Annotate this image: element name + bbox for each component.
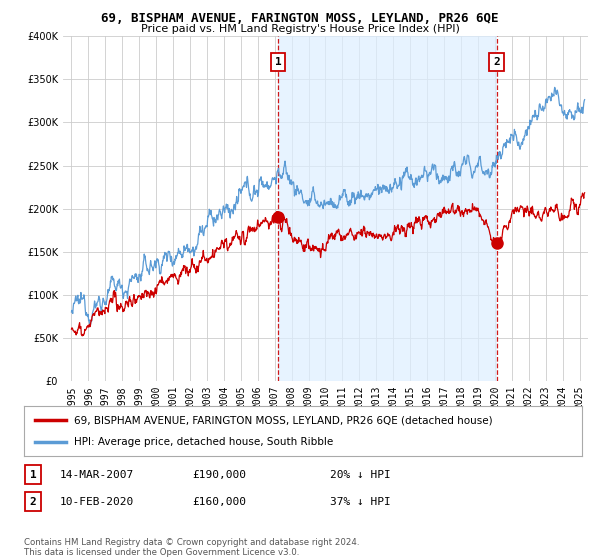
Text: 69, BISPHAM AVENUE, FARINGTON MOSS, LEYLAND, PR26 6QE: 69, BISPHAM AVENUE, FARINGTON MOSS, LEYL… bbox=[101, 12, 499, 25]
Text: HPI: Average price, detached house, South Ribble: HPI: Average price, detached house, Sout… bbox=[74, 437, 334, 447]
Text: £190,000: £190,000 bbox=[192, 470, 246, 480]
Text: 69, BISPHAM AVENUE, FARINGTON MOSS, LEYLAND, PR26 6QE (detached house): 69, BISPHAM AVENUE, FARINGTON MOSS, LEYL… bbox=[74, 415, 493, 425]
Bar bbox=[278, 36, 497, 381]
Text: 2: 2 bbox=[493, 57, 500, 67]
Text: 1: 1 bbox=[29, 470, 37, 480]
Text: 2: 2 bbox=[29, 497, 37, 507]
Text: Price paid vs. HM Land Registry's House Price Index (HPI): Price paid vs. HM Land Registry's House … bbox=[140, 24, 460, 34]
Text: £160,000: £160,000 bbox=[192, 497, 246, 507]
Text: Contains HM Land Registry data © Crown copyright and database right 2024.
This d: Contains HM Land Registry data © Crown c… bbox=[24, 538, 359, 557]
Text: 37% ↓ HPI: 37% ↓ HPI bbox=[330, 497, 391, 507]
Text: 20% ↓ HPI: 20% ↓ HPI bbox=[330, 470, 391, 480]
Text: 14-MAR-2007: 14-MAR-2007 bbox=[60, 470, 134, 480]
Text: 10-FEB-2020: 10-FEB-2020 bbox=[60, 497, 134, 507]
Text: 1: 1 bbox=[275, 57, 281, 67]
